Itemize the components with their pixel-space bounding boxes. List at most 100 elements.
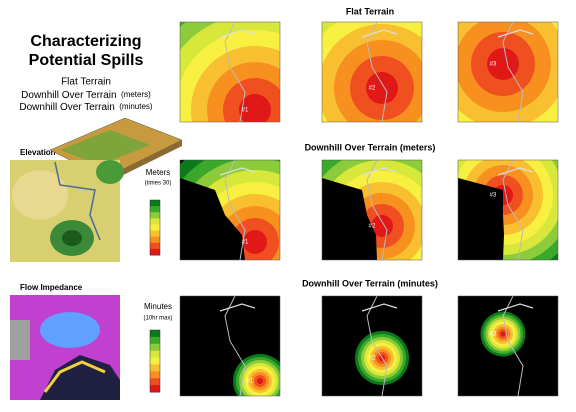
row-title: Downhill Over Terrain (meters): [305, 142, 436, 152]
legend-swatch: [150, 218, 160, 225]
site-label: #2: [369, 356, 376, 362]
road: [497, 303, 534, 312]
site-label: #3: [490, 62, 497, 68]
legend-swatch: [150, 378, 160, 386]
legend-title: Meters: [146, 168, 170, 177]
coastline: [366, 22, 388, 122]
road: [219, 29, 256, 38]
panel-label: Flow Impedance: [20, 283, 83, 292]
menu-unit: (meters): [121, 90, 151, 99]
map-frame: [179, 159, 281, 261]
map-frame: [321, 159, 423, 261]
map-frame: [179, 295, 281, 397]
legend-swatch: [150, 248, 160, 256]
legend-swatch: [150, 212, 160, 219]
site-label: #2: [369, 224, 376, 230]
legend-swatch: [150, 364, 160, 372]
river: [54, 161, 101, 241]
legend-swatch: [150, 206, 160, 213]
legend-swatch: [150, 224, 160, 232]
impedance-zone: [40, 312, 100, 348]
risk-map: [322, 22, 422, 122]
risk-map: [322, 296, 422, 396]
risk-map: [180, 160, 280, 260]
menu-item: Downhill Over Terrain (meters): [21, 86, 151, 103]
title-line: Potential Spills: [29, 52, 144, 69]
road: [361, 29, 398, 38]
legend-swatch: [150, 343, 160, 352]
risk-map: [322, 160, 422, 260]
elevation-zone: [62, 230, 82, 246]
impedance-zone: [10, 320, 30, 360]
site-label: #1: [247, 379, 254, 385]
menu-unit: (minutes): [119, 102, 153, 111]
land-mask: [322, 178, 377, 260]
site-label: #3: [490, 332, 497, 338]
road: [497, 167, 534, 176]
road: [361, 303, 398, 312]
coastline: [502, 22, 524, 122]
legend-swatch: [150, 236, 160, 244]
legend-frame: [149, 199, 161, 256]
road: [497, 29, 534, 38]
land-mask: [458, 178, 504, 260]
legend-frame: [149, 329, 161, 393]
risk-map: [180, 296, 280, 396]
site-label: #1: [242, 108, 249, 114]
surface-3d-green: [60, 130, 150, 165]
map-frame: [179, 21, 281, 123]
elevation-zone: [96, 160, 124, 184]
road: [219, 167, 256, 176]
legend-swatch: [150, 385, 160, 393]
menu-item: Flat Terrain: [61, 77, 111, 88]
surface-3d-side: [105, 140, 182, 184]
legend-swatch: [150, 330, 160, 338]
coastline: [502, 296, 524, 396]
risk-ring: [366, 72, 398, 104]
risk-map: [458, 160, 558, 260]
menu-text: Downhill Over Terrain: [21, 90, 116, 101]
elevation-zone: [12, 170, 68, 220]
map-frame: [457, 295, 559, 397]
row-title: Flat Terrain: [346, 6, 394, 16]
coastline: [502, 160, 524, 260]
risk-ring: [500, 331, 506, 337]
map-frame: [457, 21, 559, 123]
coastline: [366, 296, 388, 396]
menu-item: Downhill Over Terrain (minutes): [19, 98, 153, 115]
legend-subtitle: (times 30): [145, 181, 172, 187]
legend-swatch: [150, 242, 160, 250]
legend-subtitle: (10hr max): [143, 316, 172, 322]
risk-ring: [239, 94, 271, 122]
site-label: #3: [490, 193, 497, 199]
panel-label: Elevation: [20, 148, 56, 157]
coastline: [366, 160, 388, 260]
coastline: [224, 160, 246, 260]
risk-map: [180, 22, 280, 122]
risk-map: [458, 22, 558, 122]
land-mask: [180, 178, 245, 260]
impedance-zone: [40, 355, 120, 400]
road: [361, 167, 398, 176]
site-label: #1: [242, 240, 249, 246]
site-label: #2: [369, 86, 376, 92]
menu-text: Downhill Over Terrain: [19, 102, 114, 113]
legend-swatch: [150, 371, 160, 379]
map-frame: [321, 295, 423, 397]
legend-title: Minutes: [144, 302, 172, 311]
risk-ring: [257, 378, 263, 384]
risk-ring: [243, 230, 267, 254]
legend-swatch: [150, 350, 160, 359]
row-title: Downhill Over Terrain (minutes): [302, 278, 438, 288]
title-line: Characterizing: [30, 33, 141, 50]
legend-swatch: [150, 336, 160, 345]
coastline: [224, 22, 246, 122]
impedance-road: [43, 360, 106, 393]
map-frame: [457, 159, 559, 261]
map-frame: [321, 21, 423, 123]
risk-ring: [371, 215, 393, 237]
legend-swatch: [150, 357, 160, 365]
coastline: [224, 296, 246, 396]
